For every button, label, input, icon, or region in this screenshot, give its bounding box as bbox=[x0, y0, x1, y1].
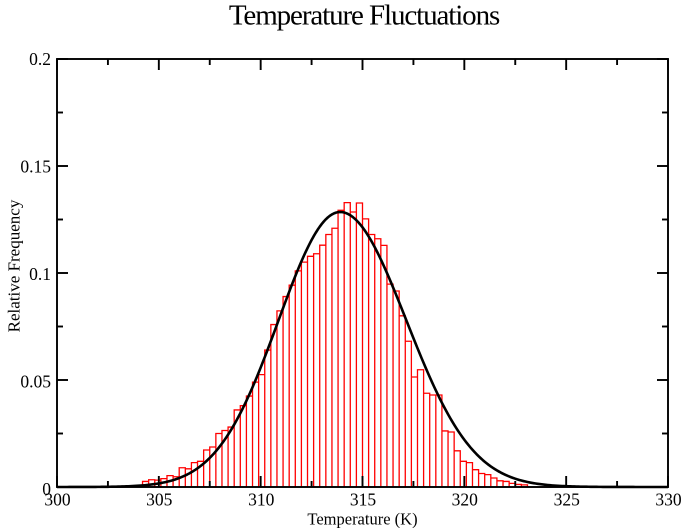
svg-text:310: 310 bbox=[248, 490, 275, 510]
svg-text:300: 300 bbox=[44, 490, 71, 510]
svg-text:0: 0 bbox=[42, 479, 51, 499]
svg-text:Relative Frequency: Relative Frequency bbox=[5, 199, 24, 332]
svg-text:Temperature (K): Temperature (K) bbox=[307, 510, 417, 528]
svg-text:0.15: 0.15 bbox=[20, 156, 51, 176]
svg-text:320: 320 bbox=[452, 490, 479, 510]
svg-text:0.05: 0.05 bbox=[20, 371, 51, 391]
svg-text:305: 305 bbox=[146, 490, 173, 510]
svg-text:0.1: 0.1 bbox=[29, 264, 51, 284]
svg-text:0.2: 0.2 bbox=[29, 49, 51, 69]
svg-text:315: 315 bbox=[350, 490, 377, 510]
svg-text:Temperature Fluctuations: Temperature Fluctuations bbox=[229, 0, 500, 32]
svg-text:325: 325 bbox=[554, 490, 581, 510]
svg-text:330: 330 bbox=[655, 490, 682, 510]
